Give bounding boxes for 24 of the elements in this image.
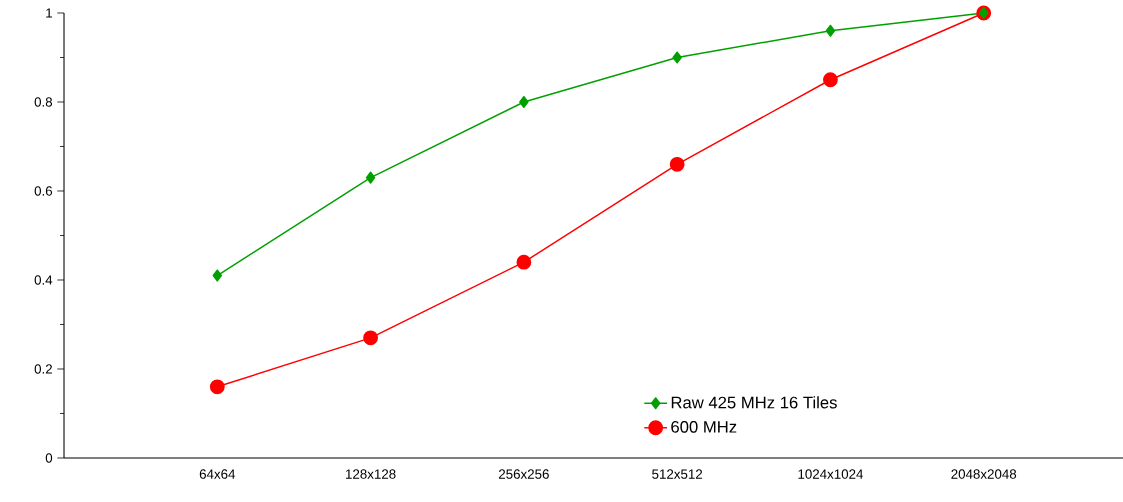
point — [669, 156, 685, 172]
point — [363, 330, 378, 346]
point — [516, 254, 532, 270]
point — [672, 51, 682, 64]
legend-label: 600 MHz — [671, 420, 737, 433]
y-tick-label: 0.2 — [34, 364, 52, 374]
point — [209, 379, 225, 395]
point — [365, 171, 376, 184]
point — [825, 24, 836, 37]
y-tick-label: 0 — [45, 453, 53, 463]
y-tick-label: 0.4 — [34, 275, 53, 285]
point — [212, 269, 223, 282]
x-tick-label: 1024x1024 — [798, 469, 864, 479]
y-tick-label: 0.8 — [34, 97, 53, 107]
point — [823, 72, 838, 88]
y-tick-label: 1 — [46, 8, 52, 18]
legend-label: Raw 425 MHz 16 Tiles — [671, 396, 837, 409]
x-tick-label: 64x64 — [199, 469, 236, 479]
x-tick-label: 256x256 — [498, 469, 549, 479]
x-tick-label: 2048x2048 — [951, 469, 1017, 479]
y-tick-label: 0.6 — [34, 186, 53, 196]
x-tick-label: 128x128 — [346, 469, 396, 479]
point — [519, 95, 529, 109]
x-tick-label: 512x512 — [652, 469, 703, 479]
